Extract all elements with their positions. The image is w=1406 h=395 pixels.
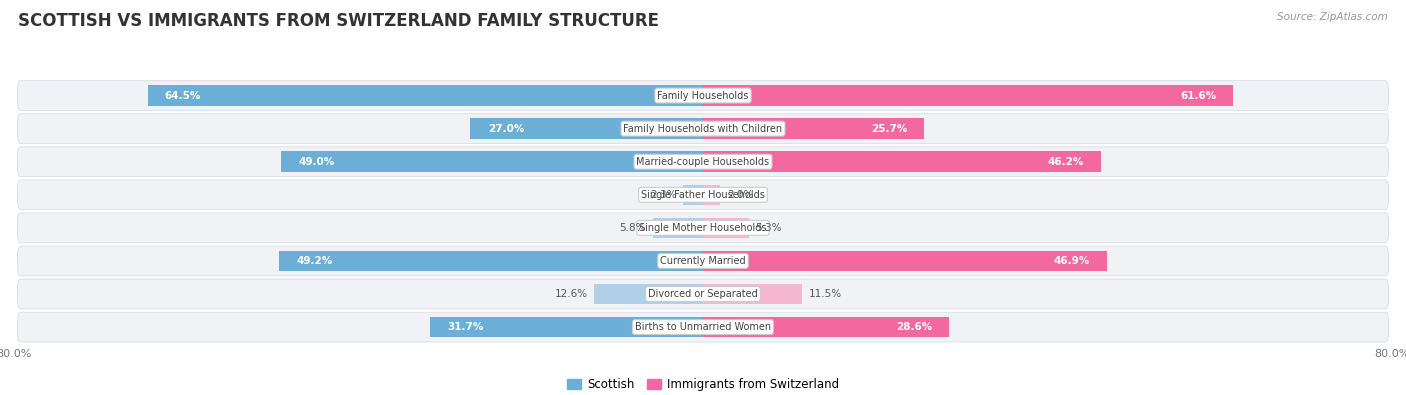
Text: 12.6%: 12.6% xyxy=(554,289,588,299)
Text: Births to Unmarried Women: Births to Unmarried Women xyxy=(636,322,770,332)
Text: 5.3%: 5.3% xyxy=(755,223,782,233)
Bar xyxy=(703,151,1101,172)
Bar xyxy=(683,184,703,205)
Bar xyxy=(280,251,703,271)
Bar xyxy=(703,118,924,139)
Text: 28.6%: 28.6% xyxy=(896,322,932,332)
Text: 46.2%: 46.2% xyxy=(1047,157,1084,167)
Text: Family Households with Children: Family Households with Children xyxy=(623,124,783,134)
Bar xyxy=(148,85,703,106)
Text: Currently Married: Currently Married xyxy=(661,256,745,266)
FancyBboxPatch shape xyxy=(17,81,1389,111)
Text: 31.7%: 31.7% xyxy=(447,322,484,332)
Text: 49.2%: 49.2% xyxy=(297,256,333,266)
Text: Single Mother Households: Single Mother Households xyxy=(640,223,766,233)
Legend: Scottish, Immigrants from Switzerland: Scottish, Immigrants from Switzerland xyxy=(562,374,844,395)
Text: 2.0%: 2.0% xyxy=(727,190,754,200)
Bar xyxy=(703,218,748,238)
Text: 49.0%: 49.0% xyxy=(298,157,335,167)
Text: Family Households: Family Households xyxy=(658,90,748,101)
Text: 25.7%: 25.7% xyxy=(870,124,907,134)
FancyBboxPatch shape xyxy=(17,312,1389,342)
FancyBboxPatch shape xyxy=(17,213,1389,243)
FancyBboxPatch shape xyxy=(17,246,1389,276)
Bar xyxy=(703,184,720,205)
Bar xyxy=(703,317,949,337)
Text: Source: ZipAtlas.com: Source: ZipAtlas.com xyxy=(1277,12,1388,22)
Bar xyxy=(281,151,703,172)
FancyBboxPatch shape xyxy=(17,114,1389,143)
Bar xyxy=(703,251,1107,271)
Text: Divorced or Separated: Divorced or Separated xyxy=(648,289,758,299)
Text: 27.0%: 27.0% xyxy=(488,124,524,134)
Text: 46.9%: 46.9% xyxy=(1053,256,1090,266)
Bar xyxy=(652,218,703,238)
FancyBboxPatch shape xyxy=(17,279,1389,309)
Bar xyxy=(703,85,1233,106)
FancyBboxPatch shape xyxy=(17,180,1389,210)
Text: Single Father Households: Single Father Households xyxy=(641,190,765,200)
Text: 5.8%: 5.8% xyxy=(620,223,647,233)
Text: SCOTTISH VS IMMIGRANTS FROM SWITZERLAND FAMILY STRUCTURE: SCOTTISH VS IMMIGRANTS FROM SWITZERLAND … xyxy=(18,12,659,30)
Bar xyxy=(430,317,703,337)
Text: Married-couple Households: Married-couple Households xyxy=(637,157,769,167)
Bar xyxy=(595,284,703,304)
Text: 64.5%: 64.5% xyxy=(165,90,201,101)
Text: 11.5%: 11.5% xyxy=(808,289,842,299)
Bar xyxy=(471,118,703,139)
Text: 2.3%: 2.3% xyxy=(650,190,676,200)
Bar xyxy=(703,284,801,304)
Text: 61.6%: 61.6% xyxy=(1180,90,1216,101)
FancyBboxPatch shape xyxy=(17,147,1389,177)
